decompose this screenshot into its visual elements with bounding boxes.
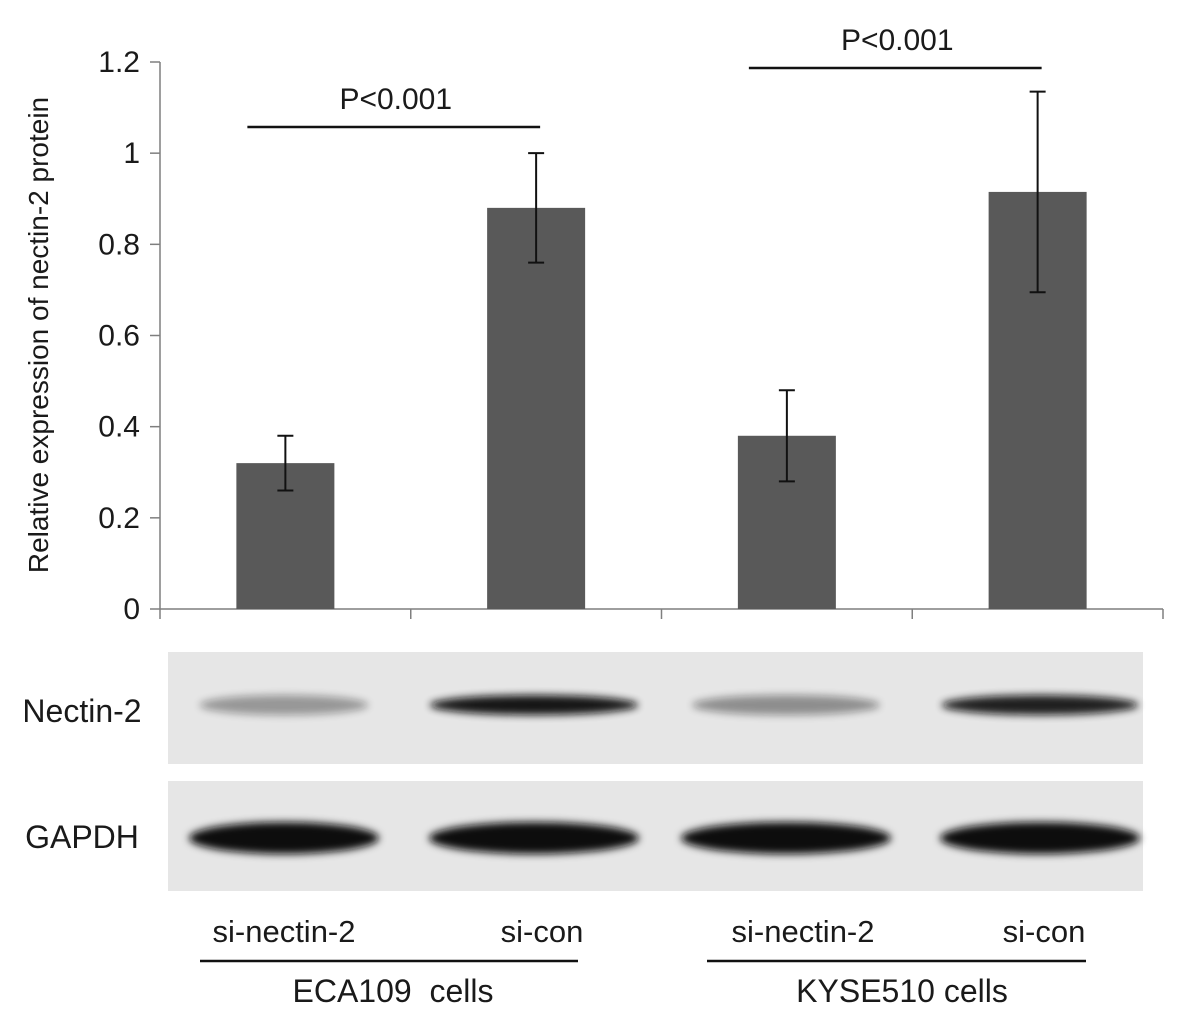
y-tick-label: 1 [123, 137, 140, 170]
y-tick-label: 0.2 [98, 502, 140, 535]
bar [487, 207, 586, 609]
blot-band [940, 822, 1140, 854]
blot-band [681, 822, 891, 854]
y-tick-label: 0 [123, 593, 140, 626]
y-tick-label: 0.8 [98, 228, 140, 261]
group-label: KYSE510 cells [796, 973, 1008, 1009]
lane-label: si-con [501, 914, 584, 949]
y-axis-label: Relative expression of nectin-2 protein [23, 97, 54, 573]
blot-band [692, 695, 880, 715]
blot-row-label: Nectin-2 [22, 693, 141, 729]
blot-band [429, 695, 639, 715]
lane-label: si-con [1003, 914, 1086, 949]
lane-label: si-nectin-2 [213, 914, 356, 949]
y-tick-label: 1.2 [98, 46, 140, 79]
blot-band [189, 822, 379, 854]
x-labels: si-nectin-2 si-con si-nectin-2 si-conECA109… [200, 914, 1086, 1009]
significance-annotations: P<0.001 P<0.001 [247, 24, 1042, 129]
error-bars [277, 90, 1046, 492]
significance-label: P<0.001 [841, 24, 954, 57]
group-label: ECA109 cells [293, 973, 494, 1009]
blot-band [429, 822, 639, 854]
blot-band [941, 695, 1139, 715]
y-tick-label: 0.6 [98, 320, 140, 353]
blot-band [199, 695, 369, 715]
y-ticks: 0 0.2 0.4 0.6 0.8 1 1.2 [98, 46, 160, 626]
western-blot: Nectin-2 GAPDH [22, 652, 1143, 891]
blot-row-label: GAPDH [25, 819, 139, 855]
lane-label: si-nectin-2 [732, 914, 875, 949]
significance-label: P<0.001 [339, 83, 452, 116]
y-tick-label: 0.4 [98, 411, 140, 444]
bars [236, 191, 1087, 609]
